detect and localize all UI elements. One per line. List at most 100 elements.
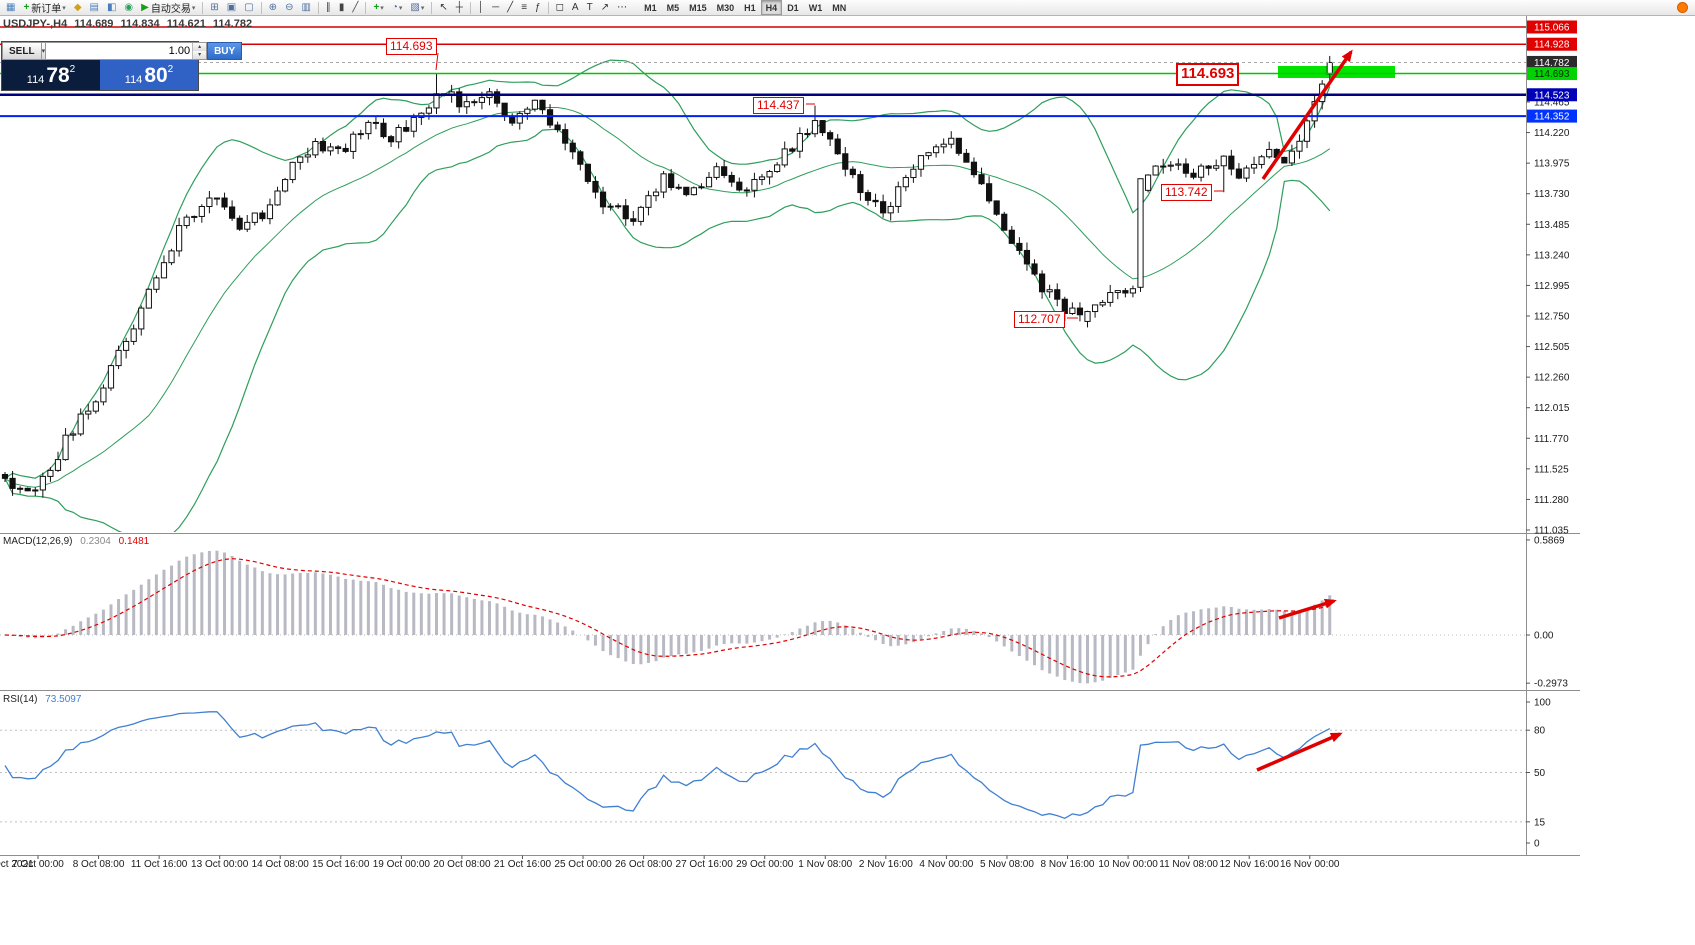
- sell-price-display[interactable]: 114 78 2: [2, 60, 100, 90]
- zoom-in-button[interactable]: ⊕: [265, 0, 281, 16]
- profiles-icon[interactable]: ◆: [70, 0, 86, 16]
- chart-title: USDJPY-,H4 114.689 114.834 114.621 114.7…: [3, 18, 252, 30]
- rsi-axis-tick: 80: [1534, 726, 1546, 737]
- arrows-tool-icon[interactable]: ↗: [597, 0, 613, 16]
- arrange-windows-icon[interactable]: ▢: [240, 0, 257, 16]
- price-annotation-label[interactable]: 114.693: [386, 38, 437, 55]
- tile-windows-icon-glyph: ⊞: [210, 1, 219, 13]
- timeframe-w1[interactable]: W1: [808, 2, 823, 13]
- fibonacci-icon[interactable]: ƒ: [531, 0, 545, 16]
- price-axis-badge: 115.066: [1527, 20, 1577, 34]
- volume-input[interactable]: [46, 43, 193, 59]
- bollinger-upper-band: [4, 59, 1331, 479]
- buy-price-big: 80: [144, 63, 168, 87]
- macd-axis-tick: 0.00: [1534, 631, 1554, 642]
- text-label-icon[interactable]: A: [568, 0, 583, 16]
- price-axis-badge: 114.352: [1527, 109, 1577, 123]
- trend-arrow[interactable]: [1278, 598, 1337, 620]
- price-axis-tick: 114.465: [1534, 97, 1570, 108]
- macd-indicator-label: MACD(12,26,9) 0.2304 0.1481: [3, 536, 149, 547]
- buy-button[interactable]: BUY: [207, 42, 243, 60]
- zoom-out-button[interactable]: ⊖: [281, 0, 297, 16]
- price-axis-tick: 113.240: [1534, 250, 1570, 261]
- rsi-axis-tick: 50: [1534, 768, 1546, 779]
- arrows-tool-icon-glyph: ↗: [600, 1, 610, 13]
- volume-increase-button[interactable]: ▴: [193, 43, 207, 51]
- autotrading-button-label: 自动交易: [150, 4, 191, 15]
- time-axis-label: 19 Oct 00:00: [373, 859, 431, 870]
- time-axis-label: 25 Oct 00:00: [554, 859, 612, 870]
- template-button[interactable]: ▧ ▾: [406, 0, 428, 16]
- sell-price-sup: 2: [69, 64, 76, 75]
- candlestick-type-button[interactable]: ▮: [335, 0, 349, 16]
- price-axis-tick: 113.485: [1534, 220, 1570, 231]
- add-indicator-button[interactable]: + ▾: [369, 0, 387, 16]
- timeframe-d1[interactable]: D1: [787, 2, 799, 13]
- chevron-down-icon: ▾: [398, 4, 403, 12]
- vertical-line-icon[interactable]: │: [474, 0, 488, 16]
- bar-chart-type-button[interactable]: ∥: [322, 0, 335, 16]
- auto-scroll-icon[interactable]: ▥: [297, 0, 314, 16]
- bollinger-middle-band: [4, 107, 1331, 488]
- timeframe-mn[interactable]: MN: [832, 2, 847, 13]
- price-annotation-label[interactable]: 112.707: [1014, 311, 1065, 328]
- period-button[interactable]: ◔ ▾: [388, 0, 407, 16]
- navigator-icon-glyph: ◉: [124, 1, 134, 13]
- trend-arrow[interactable]: [1261, 49, 1353, 180]
- cascade-windows-icon-glyph: ▣: [226, 1, 237, 13]
- new-order-button[interactable]: + 新订单 ▾: [19, 0, 69, 16]
- channel-icon[interactable]: ≡: [517, 0, 531, 16]
- alert-icon[interactable]: [1677, 2, 1688, 13]
- toolbar-separator: [260, 1, 262, 14]
- crosshair-icon[interactable]: ┼: [452, 0, 467, 16]
- price-chart[interactable]: 114.465 114.220 113.975 113.730 113.485 113.2…: [0, 16, 1695, 945]
- price-axis-tick: 112.995: [1534, 281, 1570, 292]
- navigator-icon[interactable]: ◉: [120, 0, 137, 16]
- price-annotation-label[interactable]: 114.693: [1176, 63, 1240, 86]
- more-tools-icon[interactable]: ⋯: [613, 0, 631, 16]
- toolbar-left-group: ▦ + 新订单 ▾ ◆ ▤ ◧ ◉ ▶ 自动交易 ▾ ⊞ ▣ ▢ ⊕ ⊖ ▥ ∥ ▮ ╱ + ▾ ◔ ▾ ▧ ▾ ↖ ┼ │ ─ ╱ ≡ ƒ ◻ A…: [2, 0, 631, 16]
- data-window-icon[interactable]: ◧: [103, 0, 120, 16]
- market-watch-icon[interactable]: ▤: [86, 0, 103, 16]
- volume-decrease-button[interactable]: ▾: [193, 51, 207, 59]
- price-annotation-label[interactable]: 114.437: [753, 97, 804, 114]
- new-order-button-label: 新订单: [31, 4, 62, 15]
- chart-background: [0, 16, 1695, 945]
- time-axis-label: 27 Oct 16:00: [676, 859, 734, 870]
- order-type-dropdown[interactable]: ▾: [41, 42, 47, 60]
- chart-window-icon[interactable]: ▦: [2, 0, 19, 16]
- timeframe-m5[interactable]: M5: [666, 2, 680, 13]
- price-annotation-label[interactable]: 113.742: [1161, 184, 1212, 201]
- line-chart-type-button[interactable]: ╱: [348, 0, 362, 16]
- sell-button[interactable]: SELL: [2, 42, 42, 60]
- timeframe-m15[interactable]: M15: [689, 2, 707, 13]
- text-icon[interactable]: T: [583, 0, 597, 16]
- timeframe-h1[interactable]: H1: [744, 2, 756, 13]
- toolbar-separator: [431, 1, 433, 14]
- timeframe-m1[interactable]: M1: [644, 2, 657, 13]
- text-icon-glyph: T: [586, 1, 593, 13]
- cursor-icon[interactable]: ↖: [435, 0, 451, 16]
- timeframe-m30[interactable]: M30: [716, 2, 735, 13]
- time-axis-label: 11 Oct 16:00: [131, 859, 188, 870]
- autotrading-button[interactable]: ▶ 自动交易 ▾: [137, 0, 199, 16]
- more-tools-icon-glyph: ⋯: [617, 1, 628, 13]
- time-axis-label: 4 Nov 00:00: [919, 859, 973, 870]
- ohlc-low: 114.621: [166, 18, 206, 30]
- time-axis-label: 21 Oct 16:00: [494, 859, 552, 870]
- trendline-icon[interactable]: ╱: [503, 0, 517, 16]
- price-axis-badge: 114.928: [1527, 37, 1577, 51]
- cursor-icon-glyph: ↖: [439, 1, 448, 13]
- cascade-windows-icon[interactable]: ▣: [223, 0, 240, 16]
- horizontal-line-icon[interactable]: ─: [488, 0, 503, 16]
- time-axis-label: 8 Oct 08:00: [73, 859, 125, 870]
- buy-price-display[interactable]: 114 80 2: [100, 60, 198, 90]
- tile-windows-icon[interactable]: ⊞: [206, 0, 222, 16]
- shapes-icon-glyph: ◻: [555, 1, 564, 13]
- timeframe-h4[interactable]: H4: [760, 0, 783, 15]
- data-window-icon-glyph: ◧: [106, 1, 117, 13]
- svg-text:114.352: 114.352: [1534, 112, 1570, 123]
- shapes-icon[interactable]: ◻: [552, 0, 568, 16]
- trend-arrow[interactable]: [1256, 732, 1343, 772]
- auto-scroll-icon-glyph: ▥: [301, 1, 311, 13]
